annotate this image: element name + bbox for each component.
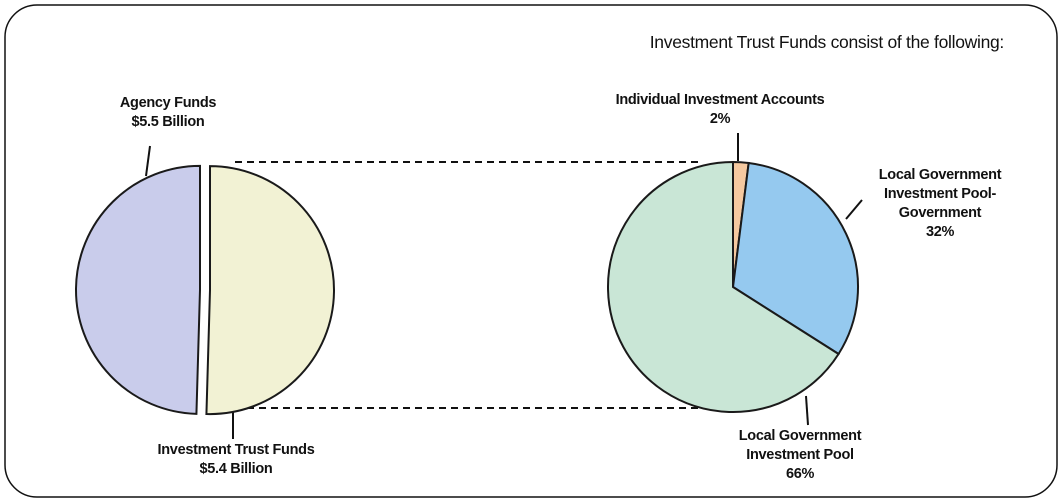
chart-title: Investment Trust Funds consist of the fo… <box>649 32 1005 52</box>
slice-label: Agency Funds $5.5 Billion <box>119 94 217 132</box>
value-label: $5.5 Billion <box>131 114 205 130</box>
slice-label: Individual Investment Accounts 2% <box>616 91 825 129</box>
slice-label: Investment Trust Funds $5.4 Billion <box>158 441 315 479</box>
value-label: 32% <box>925 224 955 240</box>
category-label: Local Government Investment Pool <box>738 428 862 463</box>
value-label: 2% <box>709 111 731 127</box>
category-label: Investment Trust Funds <box>157 442 315 458</box>
pie-slice <box>205 165 335 416</box>
category-label: Local Government Investment Pool-Governm… <box>878 167 1002 221</box>
pie-slice <box>75 164 202 415</box>
pie-slice <box>607 160 840 413</box>
leader-line <box>845 199 863 220</box>
category-label: Individual Investment Accounts <box>615 92 825 108</box>
slice-label: Local Government Investment Pool-Governm… <box>865 166 1015 242</box>
category-label: Agency Funds <box>119 95 217 111</box>
leader-line <box>805 395 809 426</box>
value-label: $5.4 Billion <box>199 461 273 477</box>
slice-label: Local Government Investment Pool 66% <box>725 427 875 484</box>
value-label: 66% <box>785 466 815 482</box>
leader-line <box>145 145 151 177</box>
